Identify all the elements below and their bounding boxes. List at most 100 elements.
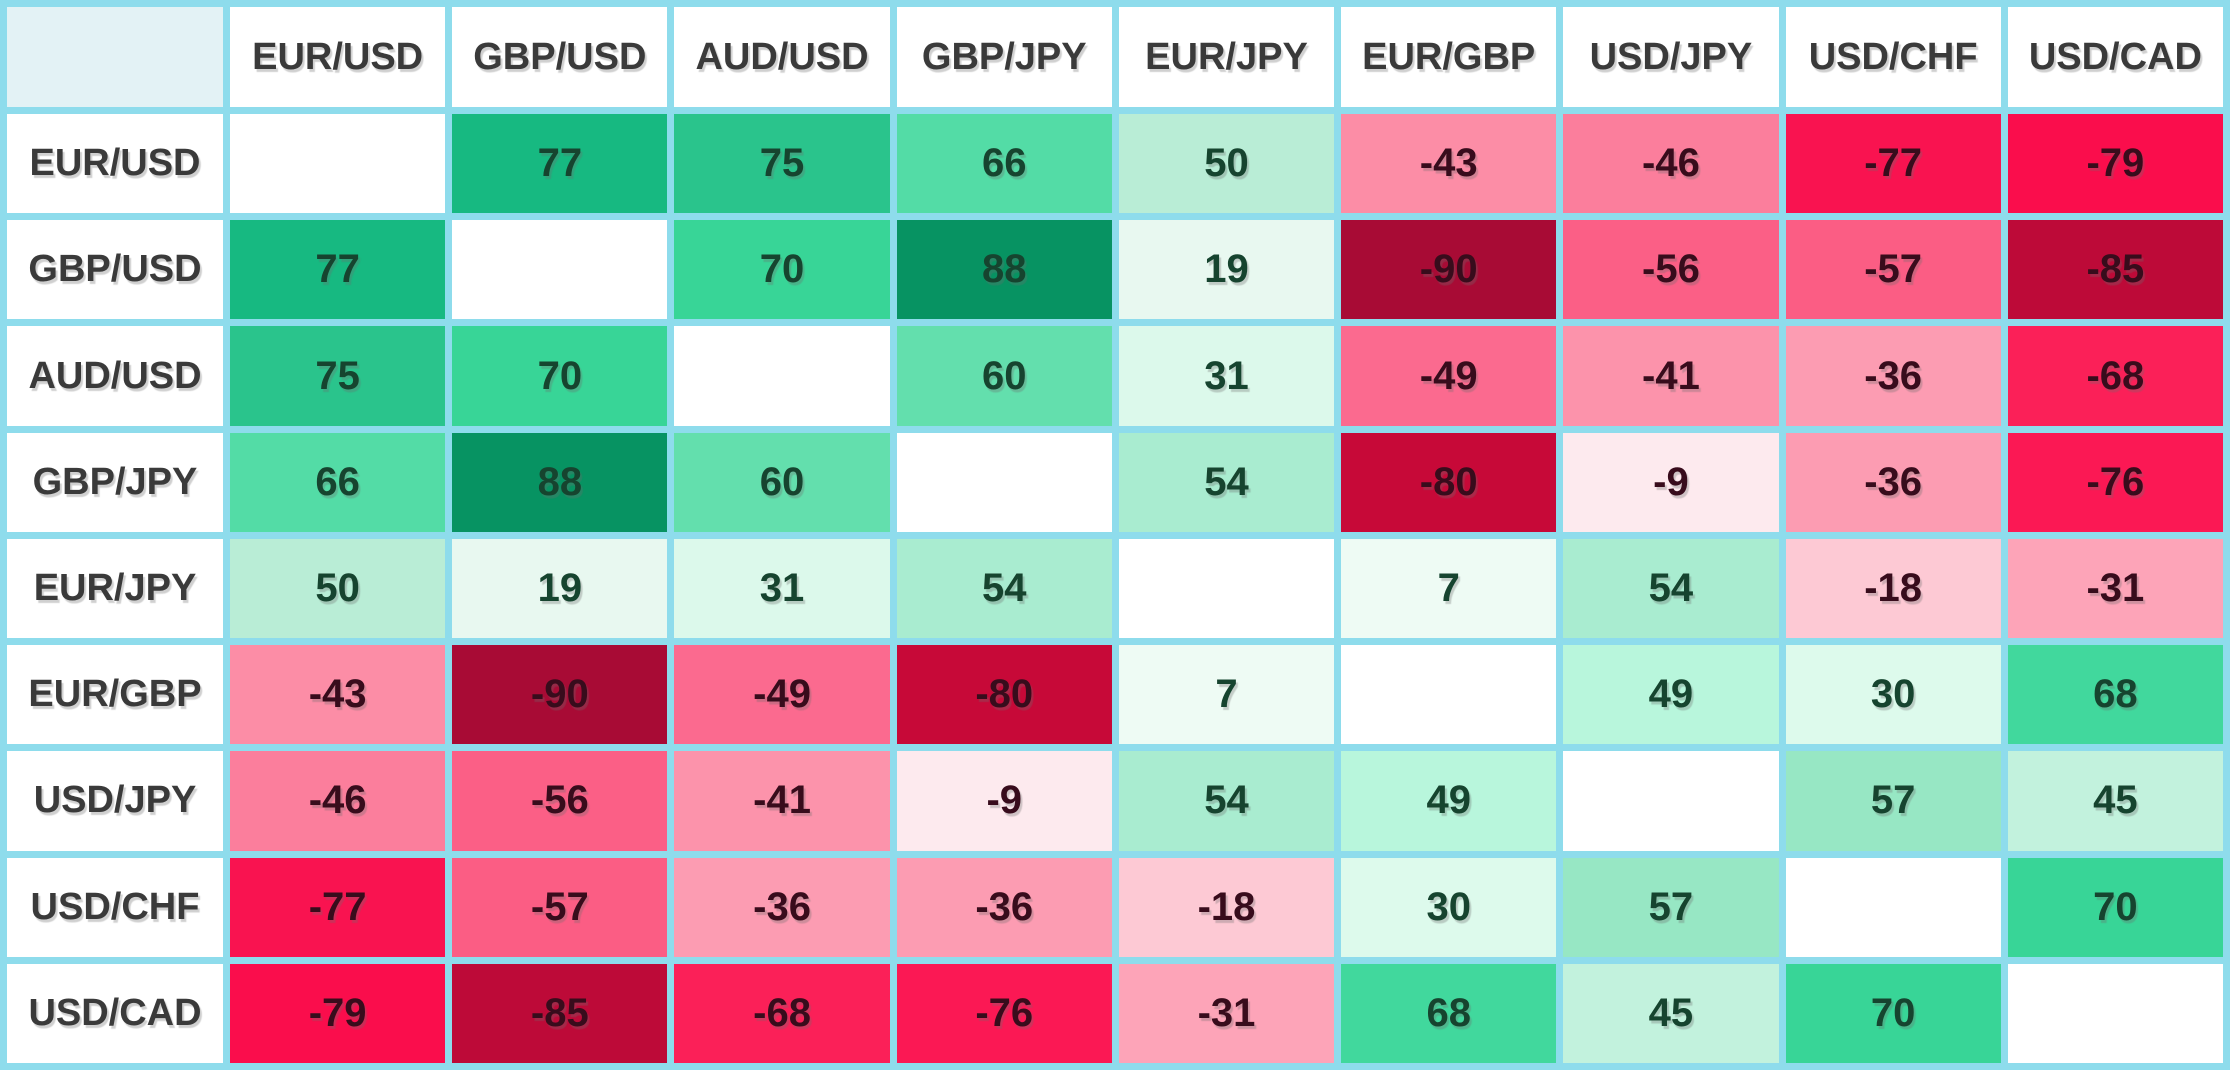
matrix-cell: 50 — [230, 538, 446, 639]
matrix-cell: 68 — [2007, 645, 2223, 745]
matrix-cell: -46 — [230, 751, 446, 851]
matrix-cell: 31 — [674, 538, 890, 639]
matrix-cell: -85 — [2007, 220, 2223, 320]
matrix-cell: 70 — [452, 326, 668, 426]
matrix-cell-diagonal — [230, 114, 446, 214]
matrix-cell: 7 — [1341, 538, 1557, 639]
column-header-usd-chf: USD/CHF — [1785, 7, 2001, 107]
corner-cell — [7, 7, 223, 107]
matrix-cell: 49 — [1563, 645, 1779, 745]
matrix-cell-diagonal — [2007, 963, 2223, 1063]
matrix-cell-diagonal — [896, 432, 1112, 532]
matrix-cell: -31 — [1118, 963, 1335, 1063]
matrix-cell: 57 — [1785, 751, 2001, 851]
column-header-gbp-usd: GBP/USD — [452, 7, 668, 107]
matrix-cell: 88 — [452, 432, 668, 532]
matrix-row-eur-usd: EUR/USD 77 75 66 50 -43 -46 -77 -79 — [7, 114, 2223, 214]
matrix-cell: -41 — [1563, 326, 1779, 426]
matrix-cell: 60 — [674, 432, 890, 532]
column-header-eur-usd: EUR/USD — [230, 7, 446, 107]
matrix-cell: -57 — [452, 857, 668, 957]
matrix-cell: -46 — [1563, 114, 1779, 214]
matrix-cell: -77 — [230, 857, 446, 957]
matrix-cell: -43 — [230, 645, 446, 745]
matrix-cell-diagonal — [1563, 751, 1779, 851]
matrix-cell: 70 — [2007, 857, 2223, 957]
matrix-row-gbp-jpy: GBP/JPY 66 88 60 54 -80 -9 -36 -76 — [7, 432, 2223, 532]
matrix-cell: 66 — [896, 114, 1112, 214]
matrix-cell: -49 — [1341, 326, 1557, 426]
matrix-cell: -79 — [230, 963, 446, 1063]
matrix-cell: -36 — [1785, 432, 2001, 532]
matrix-cell: -76 — [896, 963, 1112, 1063]
matrix-cell: 54 — [896, 538, 1112, 639]
matrix-cell: -9 — [1563, 432, 1779, 532]
matrix-cell: -31 — [2007, 538, 2223, 639]
matrix-cell: -79 — [2007, 114, 2223, 214]
matrix-cell: -85 — [452, 963, 668, 1063]
matrix-cell: -57 — [1785, 220, 2001, 320]
matrix-cell: 70 — [1785, 963, 2001, 1063]
matrix-cell: -36 — [896, 857, 1112, 957]
matrix-cell: -90 — [452, 645, 668, 745]
matrix-cell: 88 — [896, 220, 1112, 320]
matrix-cell: -80 — [896, 645, 1112, 745]
matrix-cell: -77 — [1785, 114, 2001, 214]
matrix-cell: 49 — [1341, 751, 1557, 851]
matrix-cell: 19 — [1118, 220, 1335, 320]
matrix-cell: 75 — [674, 114, 890, 214]
row-header-usd-jpy: USD/JPY — [7, 751, 223, 851]
matrix-cell-diagonal — [1785, 857, 2001, 957]
matrix-body: EUR/USD 77 75 66 50 -43 -46 -77 -79 GBP/USD 77 70 88… — [7, 114, 2223, 1063]
matrix-cell: -49 — [674, 645, 890, 745]
matrix-cell: -36 — [674, 857, 890, 957]
matrix-cell: 57 — [1563, 857, 1779, 957]
row-header-usd-chf: USD/CHF — [7, 857, 223, 957]
row-header-gbp-jpy: GBP/JPY — [7, 432, 223, 532]
matrix-row-usd-cad: USD/CAD -79 -85 -68 -76 -31 68 45 70 — [7, 963, 2223, 1063]
matrix-row-eur-jpy: EUR/JPY 50 19 31 54 7 54 -18 -31 — [7, 538, 2223, 639]
matrix-cell: -90 — [1341, 220, 1557, 320]
column-header-eur-gbp: EUR/GBP — [1341, 7, 1557, 107]
matrix-cell: 66 — [230, 432, 446, 532]
matrix-row-gbp-usd: GBP/USD 77 70 88 19 -90 -56 -57 -85 — [7, 220, 2223, 320]
matrix-cell: 30 — [1785, 645, 2001, 745]
matrix-cell: -56 — [452, 751, 668, 851]
matrix-cell: -18 — [1785, 538, 2001, 639]
row-header-eur-jpy: EUR/JPY — [7, 538, 223, 639]
matrix-cell: -18 — [1118, 857, 1335, 957]
matrix-cell: -68 — [674, 963, 890, 1063]
row-header-eur-gbp: EUR/GBP — [7, 645, 223, 745]
column-header-usd-cad: USD/CAD — [2007, 7, 2223, 107]
matrix-cell: -43 — [1341, 114, 1557, 214]
column-header-aud-usd: AUD/USD — [674, 7, 890, 107]
matrix-cell: 54 — [1118, 432, 1335, 532]
matrix-cell: 45 — [1563, 963, 1779, 1063]
row-header-gbp-usd: GBP/USD — [7, 220, 223, 320]
matrix-cell-diagonal — [1118, 538, 1335, 639]
matrix-cell: -80 — [1341, 432, 1557, 532]
matrix-cell: 75 — [230, 326, 446, 426]
matrix-cell: 7 — [1118, 645, 1335, 745]
matrix-row-aud-usd: AUD/USD 75 70 60 31 -49 -41 -36 -68 — [7, 326, 2223, 426]
row-header-eur-usd: EUR/USD — [7, 114, 223, 214]
matrix-cell-diagonal — [674, 326, 890, 426]
matrix-cell-diagonal — [452, 220, 668, 320]
matrix-cell: -36 — [1785, 326, 2001, 426]
matrix-cell: 77 — [452, 114, 668, 214]
column-header-eur-jpy: EUR/JPY — [1118, 7, 1335, 107]
matrix-cell: 54 — [1118, 751, 1335, 851]
column-header-usd-jpy: USD/JPY — [1563, 7, 1779, 107]
matrix-cell: -9 — [896, 751, 1112, 851]
matrix-cell: 30 — [1341, 857, 1557, 957]
matrix-cell: 19 — [452, 538, 668, 639]
matrix-row-usd-jpy: USD/JPY -46 -56 -41 -9 54 49 57 45 — [7, 751, 2223, 851]
matrix-cell: 68 — [1341, 963, 1557, 1063]
matrix-cell: 45 — [2007, 751, 2223, 851]
matrix-cell: 60 — [896, 326, 1112, 426]
matrix-cell: 54 — [1563, 538, 1779, 639]
matrix-cell: -68 — [2007, 326, 2223, 426]
matrix-cell: 70 — [674, 220, 890, 320]
matrix-cell: -41 — [674, 751, 890, 851]
